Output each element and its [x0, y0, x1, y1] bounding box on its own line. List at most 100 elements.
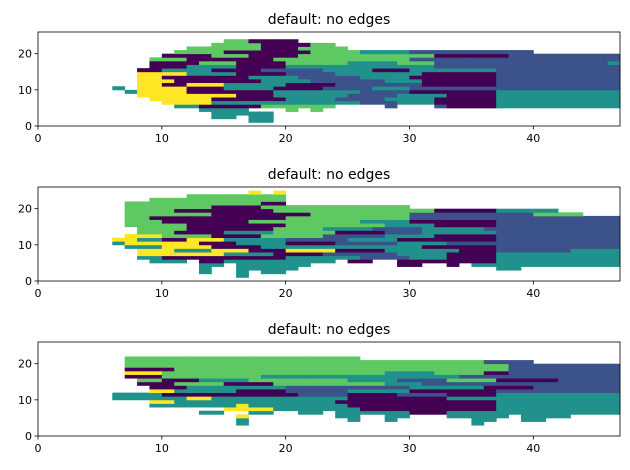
- heatmap-cell: [359, 75, 410, 80]
- heatmap-cell: [471, 421, 485, 426]
- heatmap-cell: [421, 71, 497, 76]
- heatmap-cell: [260, 234, 324, 239]
- heatmap-cell: [372, 410, 410, 415]
- heatmap-cell: [149, 399, 175, 404]
- heatmap-cell: [446, 89, 497, 94]
- heatmap-cell: [310, 205, 373, 210]
- heatmap-cell: [558, 378, 621, 383]
- heatmap-cell: [248, 39, 274, 44]
- y-tick-label: 10: [18, 84, 32, 97]
- heatmap-cell: [520, 417, 547, 422]
- heatmap-cell: [570, 407, 621, 412]
- heatmap-cell: [446, 414, 509, 419]
- heatmap-cell: [198, 378, 249, 383]
- heatmap-cell: [124, 374, 163, 379]
- heatmap-cell: [310, 50, 361, 55]
- heatmap-cell: [223, 237, 287, 242]
- heatmap-cell: [285, 42, 311, 47]
- heatmap-cell: [508, 53, 621, 58]
- heatmap-cell: [248, 378, 299, 383]
- heatmap-cell: [149, 60, 200, 65]
- heatmap-cell: [359, 255, 410, 260]
- heatmap-cell: [359, 212, 410, 217]
- heatmap-cell: [137, 82, 163, 87]
- heatmap-cell: [496, 399, 584, 404]
- heatmap-cell: [434, 208, 497, 213]
- heatmap-cell: [285, 71, 336, 76]
- heatmap-cell: [236, 89, 274, 94]
- heatmap-cell: [260, 212, 311, 217]
- y-tick-label: 10: [18, 239, 32, 252]
- heatmap-cell: [260, 205, 311, 210]
- heatmap-cell: [285, 60, 348, 65]
- heatmap-cell: [273, 57, 324, 62]
- heatmap-cell: [211, 53, 249, 58]
- heatmap-cell: [496, 407, 571, 412]
- heatmap-cell: [446, 104, 497, 109]
- heatmap-cell: [446, 241, 497, 246]
- heatmap-cell: [198, 266, 212, 271]
- heatmap-cell: [434, 100, 497, 105]
- heatmap-cell: [248, 75, 299, 80]
- heatmap-cell: [161, 237, 187, 242]
- heatmap-cell: [124, 367, 175, 372]
- heatmap-cell: [384, 97, 435, 102]
- heatmap-cell: [186, 385, 237, 390]
- heatmap-cell: [372, 86, 410, 91]
- heatmap-cell: [409, 212, 472, 217]
- heatmap-cell: [236, 241, 287, 246]
- heatmap-cell: [236, 414, 249, 419]
- heatmap-cell: [409, 374, 460, 379]
- heatmap-cell: [236, 223, 287, 228]
- heatmap-cell: [335, 64, 386, 69]
- heatmap-cell: [248, 194, 287, 199]
- heatmap-cell: [397, 241, 448, 246]
- heatmap-cell: [446, 410, 559, 415]
- heatmap-cell: [434, 223, 497, 228]
- heatmap-cell: [124, 241, 150, 246]
- heatmap-cell: [520, 414, 571, 419]
- heatmap-cell: [496, 215, 584, 220]
- x-tick-label: 40: [526, 132, 540, 145]
- heatmap-cell: [397, 53, 435, 58]
- heatmap-cell: [248, 396, 299, 401]
- heatmap-cell: [124, 234, 163, 239]
- heatmap-cell: [124, 205, 163, 210]
- heatmap-cell: [459, 374, 497, 379]
- heatmap-cell: [347, 403, 398, 408]
- heatmap-cell: [347, 259, 373, 264]
- heatmap-cell: [496, 89, 621, 94]
- heatmap-cell: [409, 389, 460, 394]
- heatmap-cell: [372, 367, 410, 372]
- heatmap-cell: [137, 89, 187, 94]
- heatmap-cell: [124, 201, 163, 206]
- heatmap-cell: [335, 223, 386, 228]
- heatmap-cell: [533, 385, 621, 390]
- heatmap-cell: [446, 396, 497, 401]
- heatmap-cell: [496, 392, 621, 397]
- heatmap-cell: [384, 396, 448, 401]
- heatmap-cell: [421, 82, 497, 87]
- heatmap-cell: [124, 219, 163, 224]
- heatmap-cell: [558, 367, 621, 372]
- heatmap-cell: [310, 356, 361, 361]
- heatmap-cell: [161, 212, 212, 217]
- heatmap-cell: [236, 399, 287, 404]
- heatmap-cell: [347, 389, 410, 394]
- heatmap-cell: [335, 71, 386, 76]
- heatmap-cell: [384, 414, 410, 419]
- heatmap-cell: [298, 407, 361, 412]
- heatmap-cell: [137, 248, 175, 253]
- heatmap-cell: [322, 86, 373, 91]
- heatmap-cell: [459, 381, 497, 386]
- heatmap-cell: [285, 97, 336, 102]
- heatmap-cell: [186, 237, 225, 242]
- x-tick-label: 10: [155, 287, 169, 300]
- heatmap-cell: [558, 410, 621, 415]
- heatmap-cell: [409, 255, 448, 260]
- heatmap-cell: [174, 399, 237, 404]
- heatmap-cell: [161, 378, 200, 383]
- heatmap-cell: [285, 64, 336, 69]
- heatmap-cell: [298, 403, 348, 408]
- heatmap-cell: [545, 370, 621, 375]
